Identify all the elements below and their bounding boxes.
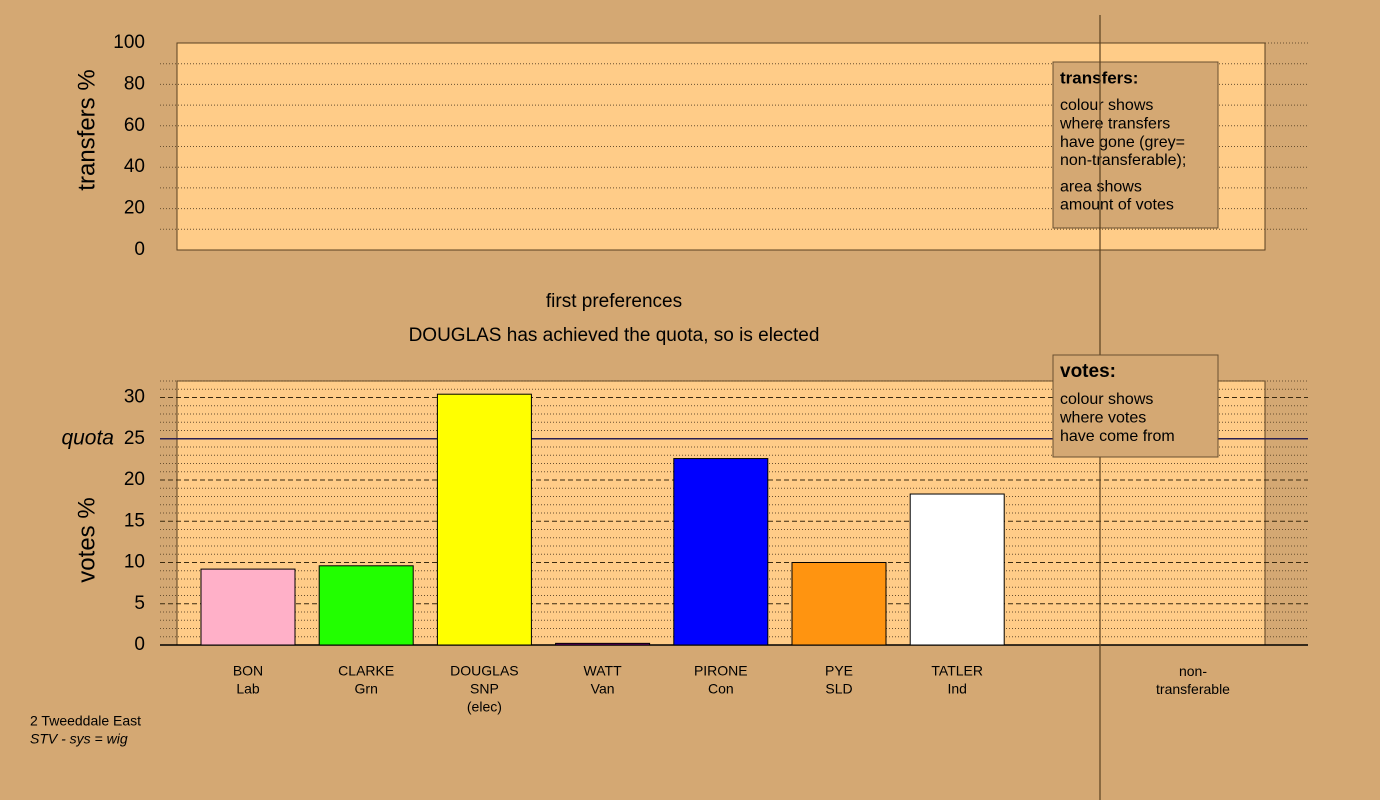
bar bbox=[200, 568, 296, 646]
y-tick-label: 15 bbox=[124, 510, 145, 531]
bar bbox=[318, 565, 414, 646]
quota-label: quota bbox=[61, 426, 114, 449]
footer-line: STV - sys = wig bbox=[30, 731, 128, 747]
x-tick-label: TATLER bbox=[931, 663, 983, 679]
legend-text: where votes bbox=[1059, 410, 1146, 427]
bar bbox=[555, 642, 651, 646]
x-tick-label: non-transferable bbox=[1156, 663, 1230, 697]
y-tick-label: 20 bbox=[124, 198, 145, 219]
legend-box bbox=[1052, 61, 1219, 229]
bar bbox=[791, 562, 887, 646]
label-part: non- bbox=[1179, 663, 1207, 679]
legend-text: area shows bbox=[1060, 178, 1142, 195]
legend-title: votes: bbox=[1060, 361, 1116, 382]
chart-title: first preferences bbox=[546, 291, 682, 312]
legend-text: non-transferable); bbox=[1060, 152, 1186, 169]
x-tick-party: Con bbox=[708, 681, 734, 697]
legend-text: amount of votes bbox=[1060, 197, 1174, 214]
y-axis-label: votes % bbox=[73, 497, 100, 582]
x-tick-party: Van bbox=[591, 681, 615, 697]
y-tick-label: 0 bbox=[134, 634, 145, 655]
x-tick-party: SLD bbox=[825, 681, 852, 697]
y-tick-label: 5 bbox=[134, 593, 145, 614]
footer-line: 2 Tweeddale East bbox=[30, 713, 141, 729]
bar bbox=[673, 458, 769, 646]
y-tick-label: 60 bbox=[124, 115, 145, 136]
x-tick-party: Grn bbox=[355, 681, 378, 697]
label-part: transferable bbox=[1156, 681, 1230, 697]
legend-text: where transfers bbox=[1059, 116, 1170, 133]
legend-box bbox=[1052, 354, 1219, 458]
chart-subtitle: DOUGLAS has achieved the quota, so is el… bbox=[409, 325, 820, 346]
x-tick-note: (elec) bbox=[467, 699, 502, 715]
x-tick-label: BON bbox=[233, 663, 263, 679]
x-tick-label: CLARKE bbox=[338, 663, 394, 679]
x-tick-party: SNP bbox=[470, 681, 499, 697]
y-tick-label: 0 bbox=[134, 239, 145, 260]
legend-text: colour shows bbox=[1060, 97, 1153, 114]
x-tick-party: Lab bbox=[236, 681, 260, 697]
legend-text: have gone (grey= bbox=[1060, 134, 1185, 151]
y-tick-label: 10 bbox=[124, 552, 145, 573]
bar bbox=[436, 393, 532, 646]
x-tick-label: PIRONE bbox=[694, 663, 748, 679]
legend-title: transfers: bbox=[1060, 68, 1138, 87]
y-tick-label: 30 bbox=[124, 387, 145, 408]
y-tick-label: 40 bbox=[124, 156, 145, 177]
y-tick-label: 20 bbox=[124, 469, 145, 490]
y-tick-label: 25 bbox=[124, 428, 145, 449]
legend-text: colour shows bbox=[1060, 391, 1153, 408]
x-tick-label: WATT bbox=[584, 663, 623, 679]
legend-text: have come from bbox=[1060, 428, 1175, 445]
x-tick-label: DOUGLAS bbox=[450, 663, 518, 679]
y-tick-label: 80 bbox=[124, 73, 145, 94]
x-tick-party: Ind bbox=[947, 681, 966, 697]
y-axis-label: transfers % bbox=[73, 69, 100, 190]
bar bbox=[909, 493, 1005, 646]
x-tick-label: PYE bbox=[825, 663, 853, 679]
y-tick-label: 100 bbox=[113, 32, 145, 53]
